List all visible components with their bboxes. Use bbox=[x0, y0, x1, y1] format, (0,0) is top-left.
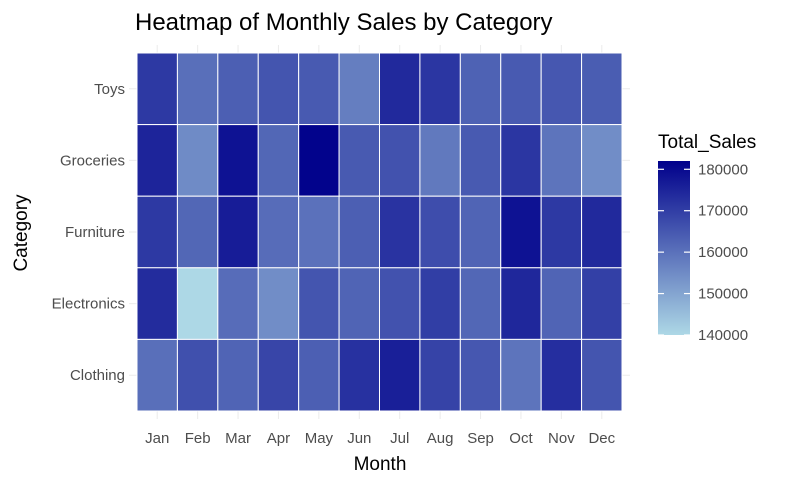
heatmap-cell-furniture-dec bbox=[581, 195, 623, 269]
legend-tick-label: 160000 bbox=[698, 244, 748, 261]
heatmap-cell-toys-feb bbox=[176, 52, 219, 126]
heatmap-cell-groceries-oct bbox=[500, 124, 542, 197]
heatmap-cell-toys-aug bbox=[419, 52, 461, 126]
heatmap-cell-groceries-dec bbox=[581, 124, 623, 197]
y-axis-ticks: Toys Groceries Furniture Electronics Clothin… bbox=[52, 81, 125, 384]
heatmap-cell-toys-mar bbox=[217, 52, 259, 126]
chart-title: Heatmap of Monthly Sales by Category bbox=[135, 9, 553, 36]
heatmap-cell-clothing-sep bbox=[459, 338, 502, 412]
legend-ticks: 180000 170000 160000 150000 140000 bbox=[658, 161, 748, 344]
x-tick-label: Dec bbox=[588, 430, 615, 447]
heatmap-cell-clothing-jun bbox=[338, 338, 381, 412]
heatmap-cell-electronics-mar bbox=[217, 267, 259, 340]
heatmap-cell-clothing-may bbox=[298, 338, 340, 412]
y-axis-title: Category bbox=[11, 194, 32, 272]
x-tick-label: May bbox=[305, 430, 334, 447]
x-tick-label: Apr bbox=[267, 430, 290, 447]
heatmap-cell-groceries-jul bbox=[379, 124, 421, 197]
heatmap-cell-furniture-may bbox=[298, 195, 340, 269]
heatmap-cell-furniture-jan bbox=[136, 195, 178, 269]
heatmap-cell-clothing-jul bbox=[379, 338, 421, 412]
heatmap-cell-groceries-mar bbox=[217, 124, 259, 197]
heatmap-cell-furniture-sep bbox=[459, 195, 502, 269]
legend-colorbar bbox=[658, 161, 690, 335]
heatmap-cell-furniture-oct bbox=[500, 195, 542, 269]
x-tick-label: Aug bbox=[427, 430, 454, 447]
heatmap-cell-electronics-oct bbox=[500, 267, 542, 340]
y-tick-label: Clothing bbox=[70, 367, 125, 384]
heatmap-cell-clothing-nov bbox=[540, 338, 583, 412]
heatmap-cell-furniture-apr bbox=[257, 195, 300, 269]
legend-tick-label: 140000 bbox=[698, 327, 748, 344]
heatmap-cell-groceries-sep bbox=[459, 124, 502, 197]
heatmap-cell-furniture-aug bbox=[419, 195, 461, 269]
x-tick-label: Nov bbox=[548, 430, 575, 447]
y-tick-label: Toys bbox=[94, 81, 125, 98]
heatmap-cell-toys-may bbox=[298, 52, 340, 126]
heatmap-cell-furniture-jun bbox=[338, 195, 381, 269]
heatmap-cell-groceries-apr bbox=[257, 124, 300, 197]
heatmap-cell-toys-dec bbox=[581, 52, 623, 126]
heatmap-cell-electronics-dec bbox=[581, 267, 623, 340]
color-legend: Total_Sales 180000 170000 160000 150000 1400… bbox=[658, 132, 756, 344]
heatmap-cell-toys-jan bbox=[136, 52, 178, 126]
heatmap-cell-toys-nov bbox=[540, 52, 583, 126]
y-tick-label: Groceries bbox=[60, 152, 125, 169]
heatmap-cell-groceries-jun bbox=[338, 124, 381, 197]
legend-tick-label: 180000 bbox=[698, 161, 748, 178]
y-tick-label: Furniture bbox=[65, 224, 125, 241]
heatmap-cell-electronics-apr bbox=[257, 267, 300, 340]
heatmap-cell-electronics-jan bbox=[136, 267, 178, 340]
heatmap-cell-furniture-mar bbox=[217, 195, 259, 269]
heatmap-cell-toys-jun bbox=[338, 52, 381, 126]
x-axis-title: Month bbox=[354, 454, 407, 475]
x-tick-label: Feb bbox=[185, 430, 211, 447]
heatmap-cell-electronics-aug bbox=[419, 267, 461, 340]
heatmap-cell-groceries-nov bbox=[540, 124, 583, 197]
heatmap-cell-furniture-nov bbox=[540, 195, 583, 269]
heatmap-cell-clothing-aug bbox=[419, 338, 461, 412]
x-tick-label: Oct bbox=[509, 430, 533, 447]
x-tick-label: Mar bbox=[225, 430, 251, 447]
legend-title: Total_Sales bbox=[658, 132, 756, 153]
heatmap-cell-electronics-jul bbox=[379, 267, 421, 340]
x-tick-label: Jul bbox=[390, 430, 409, 447]
heatmap-cell-furniture-feb bbox=[176, 195, 219, 269]
heatmap-cell-electronics-nov bbox=[540, 267, 583, 340]
heatmap-cell-toys-sep bbox=[459, 52, 502, 126]
heatmap-cell-toys-oct bbox=[500, 52, 542, 126]
heatmap-cells bbox=[136, 52, 623, 412]
heatmap-cell-toys-jul bbox=[379, 52, 421, 126]
heatmap-cell-clothing-dec bbox=[581, 338, 623, 412]
heatmap-cell-groceries-jan bbox=[136, 124, 178, 197]
heatmap-cell-clothing-apr bbox=[257, 338, 300, 412]
heatmap-cell-clothing-oct bbox=[500, 338, 542, 412]
x-tick-label: Sep bbox=[467, 430, 494, 447]
heatmap-cell-clothing-feb bbox=[176, 338, 219, 412]
heatmap-cell-electronics-jun bbox=[338, 267, 381, 340]
heatmap-cell-electronics-feb bbox=[176, 267, 219, 340]
heatmap-cell-groceries-feb bbox=[176, 124, 219, 197]
heatmap-cell-groceries-may bbox=[298, 124, 340, 197]
heatmap-cell-electronics-sep bbox=[459, 267, 502, 340]
heatmap-cell-toys-apr bbox=[257, 52, 300, 126]
heatmap-cell-furniture-jul bbox=[379, 195, 421, 269]
heatmap-cell-clothing-mar bbox=[217, 338, 259, 412]
x-tick-label: Jun bbox=[347, 430, 371, 447]
y-tick-label: Electronics bbox=[52, 296, 125, 313]
heatmap-cell-groceries-aug bbox=[419, 124, 461, 197]
x-axis-ticks: Jan Feb Mar Apr May Jun Jul Aug Sep Oct Nov Dec bbox=[145, 430, 616, 447]
legend-tick-label: 150000 bbox=[698, 286, 748, 303]
x-tick-label: Jan bbox=[145, 430, 169, 447]
heatmap-cell-electronics-may bbox=[298, 267, 340, 340]
heatmap-cell-clothing-jan bbox=[136, 338, 178, 412]
legend-tick-label: 170000 bbox=[698, 203, 748, 220]
